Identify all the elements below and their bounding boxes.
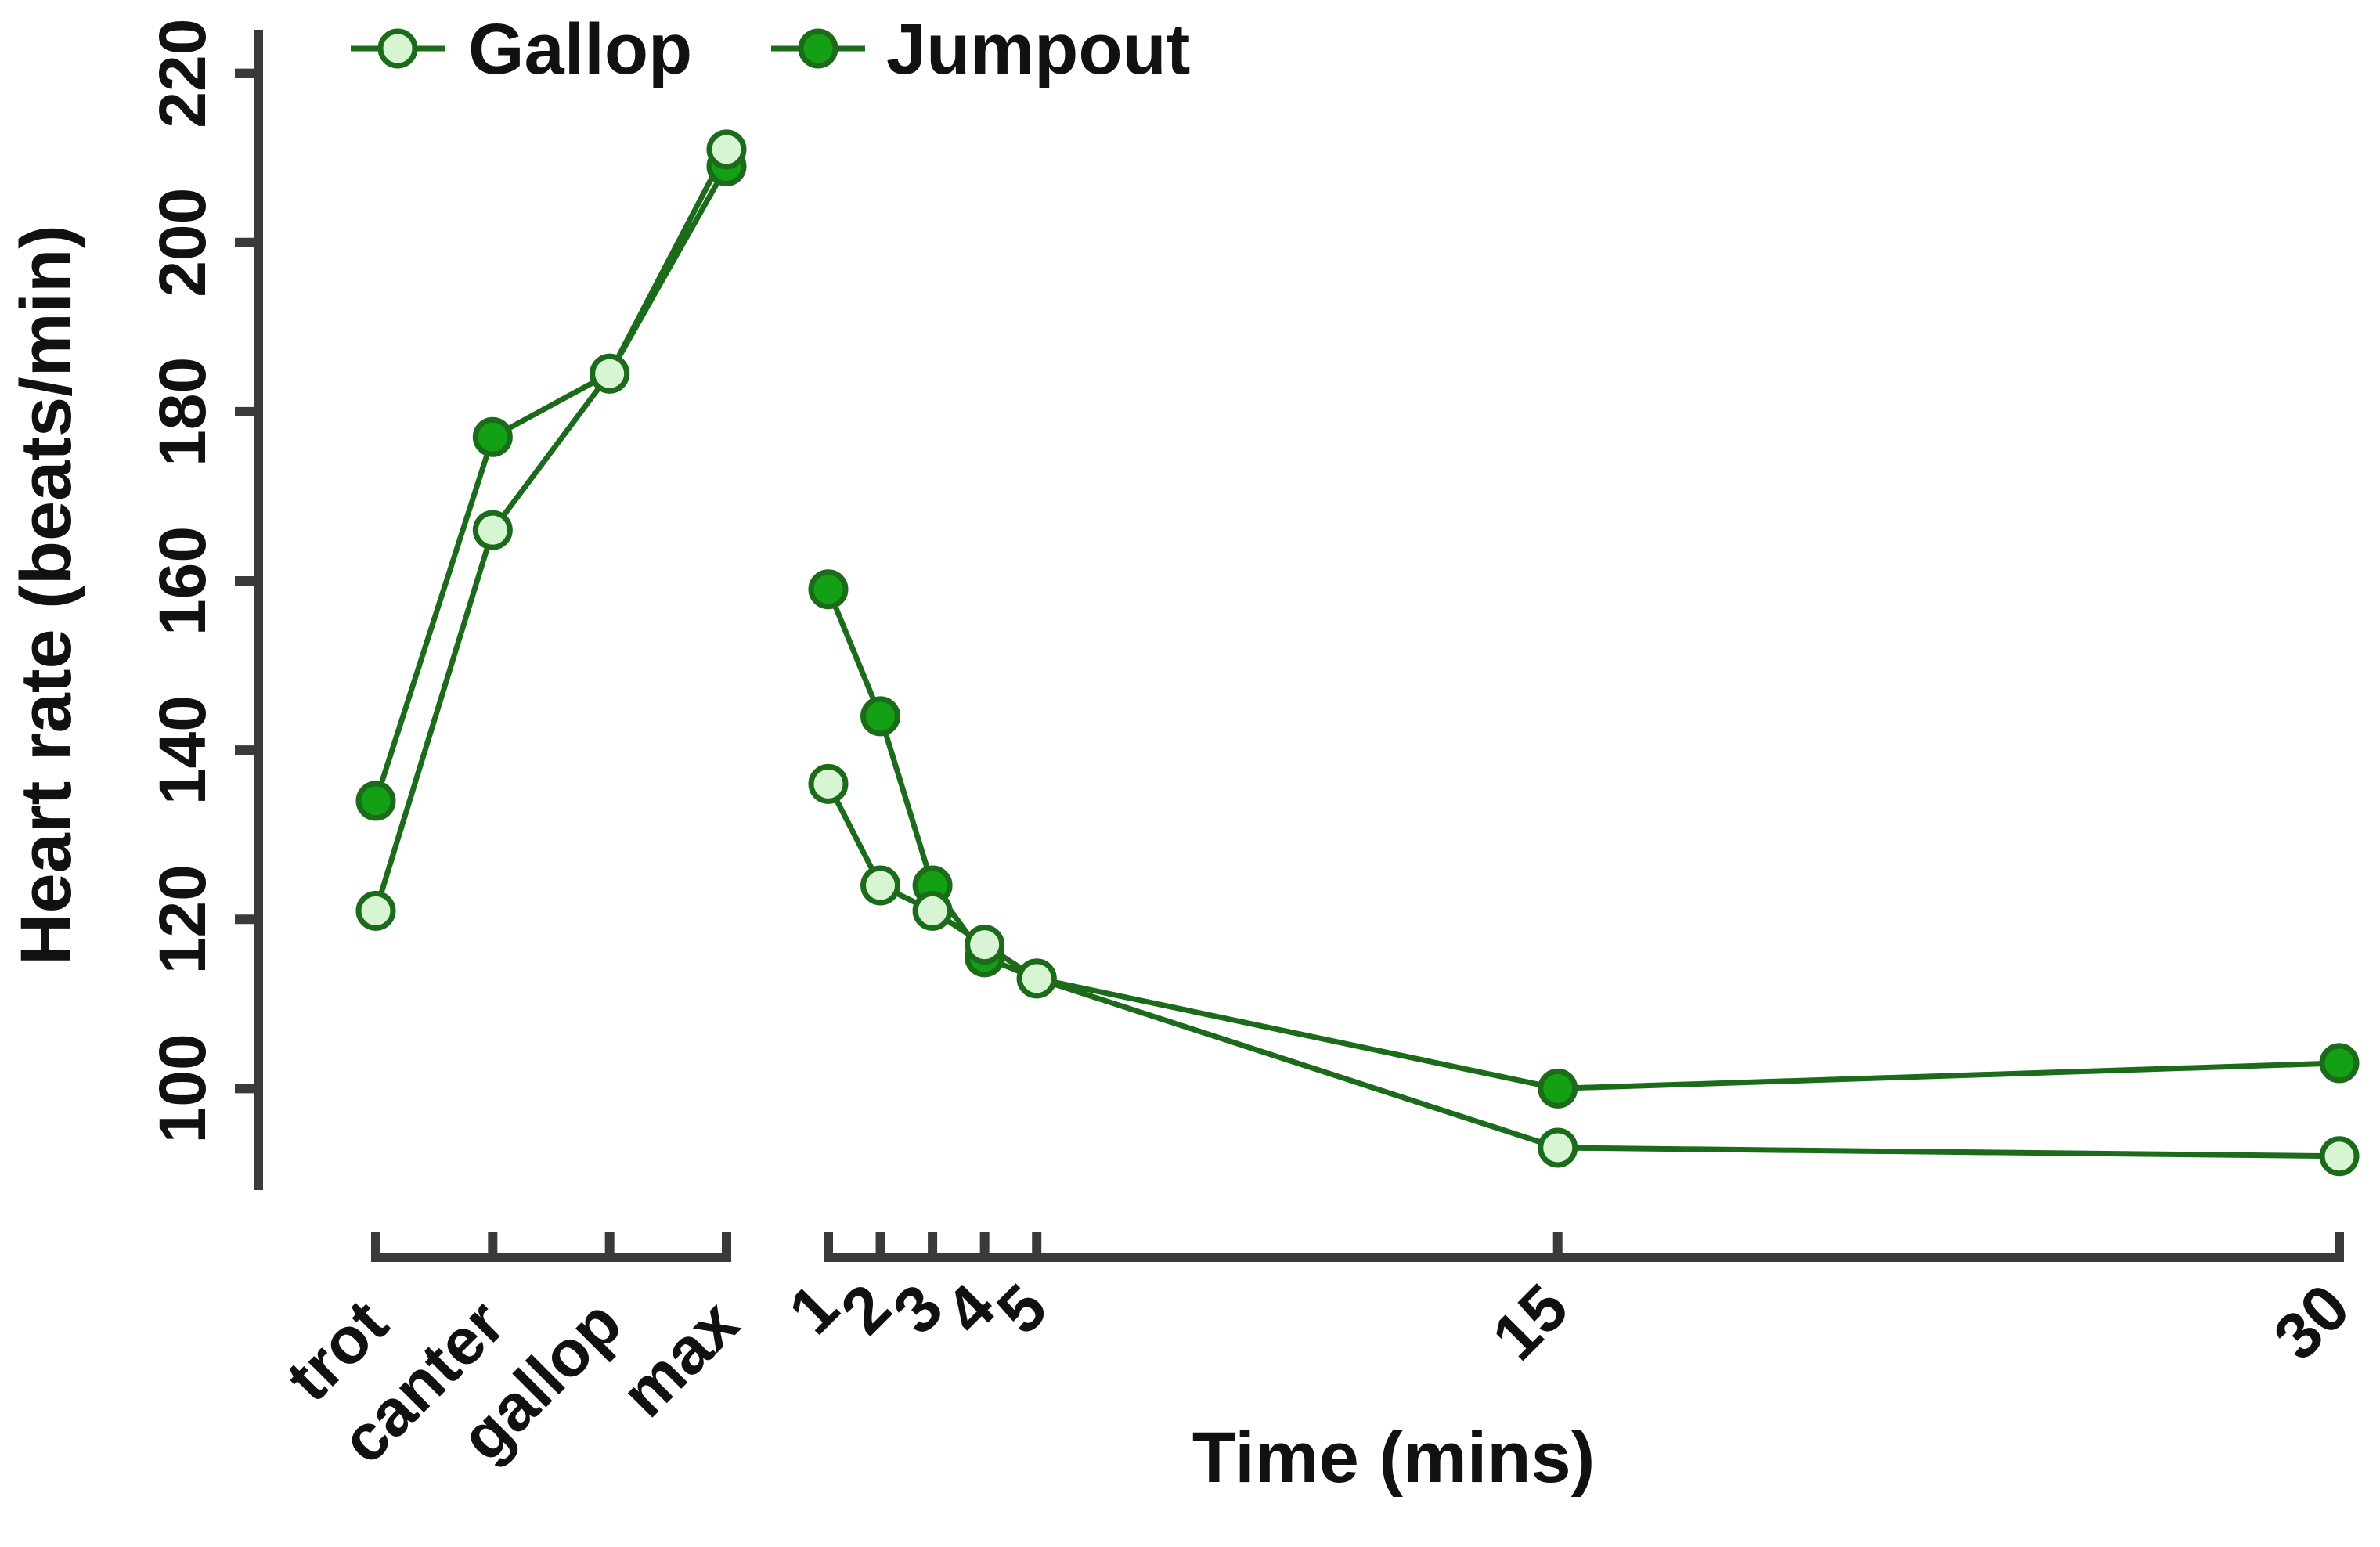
jumpout-point-canter <box>472 416 513 457</box>
y-tick-label-180: 180 <box>146 357 219 467</box>
gallop-point-4min <box>965 925 1005 965</box>
gallop-point-5min <box>1016 958 1057 999</box>
gallop-point-2min <box>860 865 901 906</box>
y-tick-label-160: 160 <box>146 526 219 636</box>
gallop-point-30min <box>2319 1136 2360 1177</box>
jumpout-recovery-line <box>825 588 2340 1091</box>
series-markers <box>355 129 2360 1177</box>
jumpout-exercise-line <box>373 164 730 802</box>
gallop-point-3min <box>912 890 953 931</box>
x-tick-label-15: 15 <box>1478 1270 1582 1374</box>
y-axis-title: Heart rate (beats/min) <box>6 225 86 965</box>
gallop-point-gallop <box>590 353 630 394</box>
series-lines <box>373 148 2340 1159</box>
jumpout-point-1min <box>808 569 849 610</box>
gallop-point-max <box>706 129 747 170</box>
jumpout-point-15min <box>1538 1068 1578 1109</box>
y-tick-label-120: 120 <box>146 864 219 974</box>
legend-gallop-marker <box>377 28 418 69</box>
y-tick-label-220: 220 <box>146 19 219 128</box>
gallop-exercise-line <box>373 148 730 912</box>
y-tick-label-140: 140 <box>146 695 219 805</box>
jumpout-point-trot <box>355 781 396 821</box>
legend-jumpout-label: Jumpout <box>886 9 1190 89</box>
jumpout-point-30min <box>2319 1043 2360 1084</box>
legend: Gallop Jumpout <box>351 9 1190 89</box>
gallop-recovery-line <box>825 782 2340 1159</box>
gallop-point-canter <box>472 510 513 550</box>
legend-gallop-label: Gallop <box>468 9 692 89</box>
y-tick-label-100: 100 <box>146 1033 219 1143</box>
x-tick-label-max: max <box>607 1286 752 1431</box>
y-tick-label-200: 200 <box>146 188 219 298</box>
gallop-point-1min <box>808 763 849 804</box>
axes: 100120140160180200220trotcantergallopmax… <box>146 19 2364 1477</box>
x-axis-title: Time (mins) <box>1192 1418 1596 1498</box>
gallop-point-15min <box>1538 1127 1578 1168</box>
legend-jumpout-marker <box>798 28 838 69</box>
jumpout-point-2min <box>860 696 901 737</box>
x-tick-label-30: 30 <box>2259 1270 2364 1374</box>
gallop-point-trot <box>355 890 396 931</box>
